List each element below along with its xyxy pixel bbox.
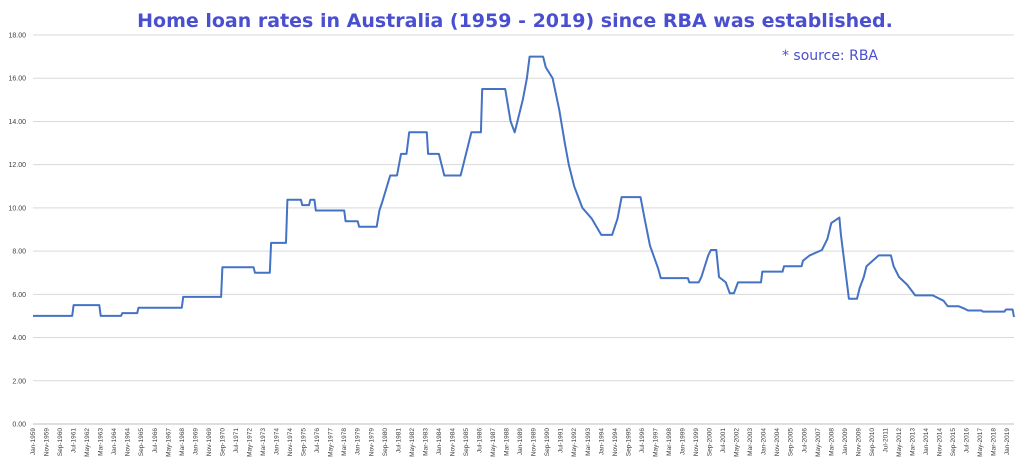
x-tick-label: Mar-1968 — [179, 428, 186, 456]
y-tick-label: 4.00 — [12, 335, 26, 342]
x-tick-label: Jul-1976 — [314, 428, 321, 453]
series-group — [33, 55, 1015, 318]
x-tick-label: May-1992 — [571, 428, 578, 457]
x-tick-label: Sep-1985 — [463, 428, 470, 457]
x-tick-label: Jan-2004 — [761, 428, 768, 455]
x-tick-label: Jan-1989 — [517, 428, 524, 455]
x-tick-label: Nov-1984 — [449, 428, 456, 457]
x-tick-label: Jul-1961 — [71, 428, 78, 453]
series-line-home-loan-rate — [33, 55, 1015, 318]
x-tick-label: Mar-1988 — [504, 428, 511, 456]
chart-title: Home loan rates in Australia (1959 - 201… — [137, 10, 893, 32]
x-tick-label: Mar-1993 — [585, 428, 592, 456]
x-tick-label: Mar-1963 — [98, 428, 105, 456]
chart-subtitle: * source: RBA — [782, 48, 878, 64]
x-tick-label: Mar-1983 — [422, 428, 429, 456]
x-tick-label: Jul-1981 — [395, 428, 402, 453]
x-tick-label: Sep-1990 — [544, 428, 551, 457]
x-tick-label: Sep-1960 — [57, 428, 64, 457]
y-tick-label: 18.00 — [8, 33, 26, 40]
x-tick-label: Mar-2003 — [747, 428, 754, 456]
x-tick-label: Jul-1966 — [152, 428, 159, 453]
x-tick-label: Jul-1986 — [477, 428, 484, 453]
x-tick-label: Jan-1964 — [111, 428, 118, 455]
x-tick-label: Nov-1989 — [531, 428, 538, 457]
x-tick-label: May-2012 — [896, 428, 903, 457]
y-tick-label: 2.00 — [12, 378, 26, 385]
x-tick-label: May-2002 — [734, 428, 741, 457]
x-tick-label: Jan-2009 — [842, 428, 849, 455]
x-tick-label: Sep-2010 — [869, 428, 876, 457]
x-tick-label: Jul-2016 — [964, 428, 971, 453]
y-tick-label: 16.00 — [8, 76, 26, 83]
y-axis-ticks: 0.00 2.00 4.00 6.00 8.00 10.00 12.00 14.00 16.00… — [8, 33, 26, 429]
x-tick-label: Nov-1959 — [44, 428, 51, 457]
x-tick-label: Sep-1975 — [301, 428, 308, 457]
x-tick-label: Jul-2011 — [882, 428, 889, 453]
x-tick-label: Mar-2018 — [991, 428, 998, 456]
x-tick-label: Sep-2005 — [788, 428, 795, 457]
x-tick-label: Nov-1964 — [125, 428, 132, 457]
x-tick-label: Nov-1979 — [368, 428, 375, 457]
gridlines — [33, 34, 1014, 382]
x-tick-label: Sep-1965 — [138, 428, 145, 457]
x-tick-label: Jan-1984 — [436, 428, 443, 455]
x-tick-label: May-1962 — [84, 428, 91, 457]
x-tick-label: May-1972 — [246, 428, 253, 457]
x-tick-label: Jan-2014 — [923, 428, 930, 455]
y-tick-label: 12.00 — [8, 162, 26, 169]
y-tick-label: 14.00 — [8, 119, 26, 126]
x-tick-label: Jan-1999 — [679, 428, 686, 455]
x-tick-label: May-1997 — [652, 428, 659, 457]
x-tick-label: Jul-2006 — [801, 428, 808, 453]
y-tick-label: 8.00 — [12, 249, 26, 256]
x-tick-label: Nov-1994 — [612, 428, 619, 457]
x-tick-label: Jul-1996 — [639, 428, 646, 453]
x-tick-label: Mar-1973 — [260, 428, 267, 456]
x-tick-label: Mar-2008 — [828, 428, 835, 456]
x-tick-label: Jan-1979 — [355, 428, 362, 455]
x-tick-label: Jan-1959 — [30, 428, 37, 455]
x-tick-label: May-2017 — [977, 428, 984, 457]
x-tick-label: Mar-1998 — [666, 428, 673, 456]
x-tick-label: Sep-1995 — [625, 428, 632, 457]
x-tick-label: Nov-2009 — [855, 428, 862, 457]
x-tick-label: Jul-2001 — [720, 428, 727, 453]
x-tick-label: Sep-1970 — [219, 428, 226, 457]
x-tick-label: May-1977 — [328, 428, 335, 457]
x-tick-label: May-1982 — [409, 428, 416, 457]
y-tick-label: 10.00 — [8, 205, 26, 212]
x-tick-label: Nov-1999 — [693, 428, 700, 457]
x-tick-label: Sep-2015 — [950, 428, 957, 457]
x-tick-label: Jan-1969 — [192, 428, 199, 455]
x-tick-label: May-1967 — [165, 428, 172, 457]
x-tick-label: May-1987 — [490, 428, 497, 457]
x-tick-label: May-2007 — [815, 428, 822, 457]
x-axis-ticks: Jan-1959 Nov-1959 Sep-1960 Jul-1961 May-1962… — [30, 428, 1011, 457]
x-tick-label: Jul-1971 — [233, 428, 240, 453]
x-tick-label: Jul-1991 — [558, 428, 565, 453]
x-tick-label: Nov-2004 — [774, 428, 781, 457]
x-tick-label: Mar-1978 — [341, 428, 348, 456]
x-tick-label: Nov-2014 — [937, 428, 944, 457]
x-tick-label: Jan-1974 — [274, 428, 281, 455]
x-tick-label: Nov-1969 — [206, 428, 213, 457]
x-tick-label: Nov-1974 — [287, 428, 294, 457]
y-tick-label: 0.00 — [12, 422, 26, 429]
x-tick-label: Mar-2013 — [910, 428, 917, 456]
x-tick-label: Sep-2000 — [707, 428, 714, 457]
x-tick-label: Jan-1994 — [598, 428, 605, 455]
y-tick-label: 6.00 — [12, 292, 26, 299]
x-tick-label: Jan-2019 — [1004, 428, 1011, 455]
x-tick-label: Sep-1980 — [382, 428, 389, 457]
